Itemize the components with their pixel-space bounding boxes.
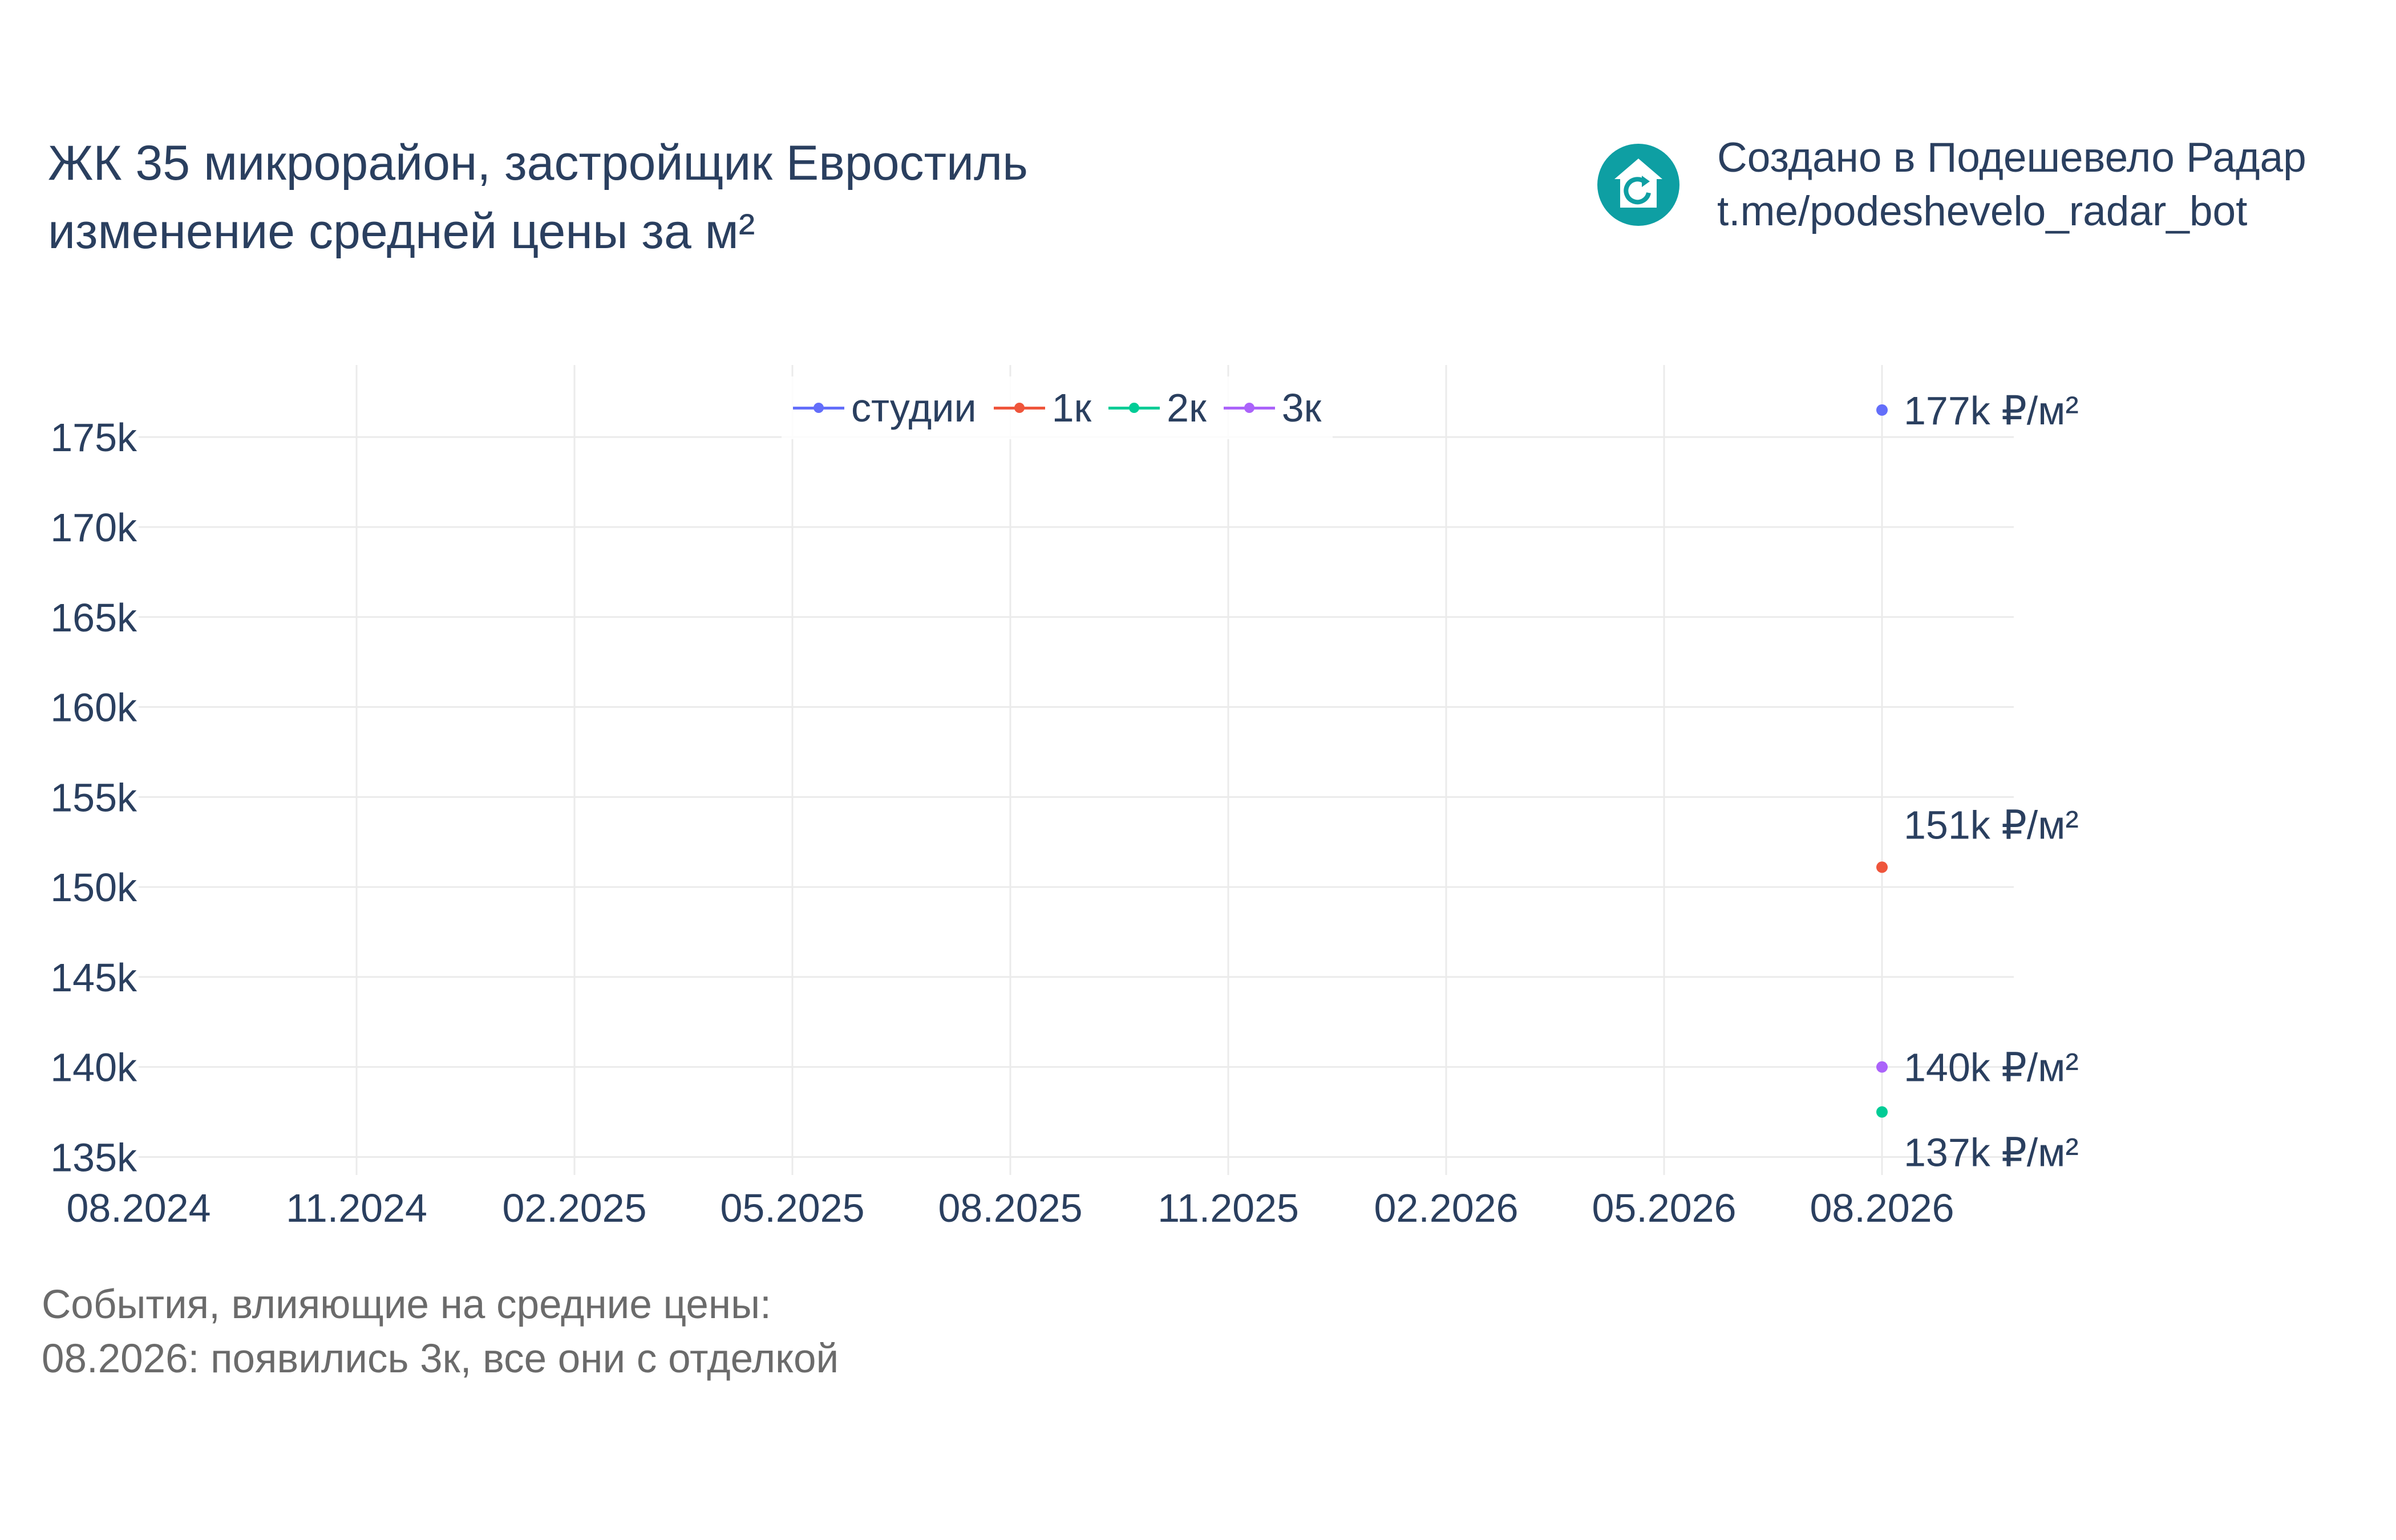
y-tick-label: 155k bbox=[50, 775, 137, 820]
legend-swatch bbox=[993, 399, 1045, 416]
legend-label: 2к bbox=[1167, 386, 1207, 430]
y-tick-label: 170k bbox=[50, 505, 137, 550]
legend-item[interactable]: 2к bbox=[1108, 385, 1207, 431]
legend-label: студии bbox=[851, 386, 977, 430]
y-tick-label: 150k bbox=[50, 865, 137, 910]
data-label-студии: 177k ₽/м² bbox=[1904, 388, 2079, 433]
chart-title-line-2: изменение средней цены за м² bbox=[48, 204, 755, 259]
y-tick-label: 160k bbox=[50, 686, 137, 730]
events-item: 08.2026: появились 3к, все они с отделко… bbox=[42, 1336, 839, 1381]
x-tick-label: 08.2025 bbox=[938, 1186, 1082, 1230]
x-tick-label: 11.2025 bbox=[1157, 1186, 1299, 1230]
watermark-text: Создано в Подешевело Радар t.me/podeshev… bbox=[1717, 131, 2306, 238]
data-point-3к[interactable] bbox=[1876, 1061, 1888, 1073]
chart-legend: студии 1к 2к 3к bbox=[782, 376, 1333, 439]
legend-item[interactable]: студии bbox=[793, 385, 977, 431]
events-heading: События, влияющие на средние цены: bbox=[42, 1282, 771, 1327]
y-tick-label: 135k bbox=[50, 1135, 137, 1180]
x-tick-label: 05.2026 bbox=[1592, 1186, 1736, 1230]
y-tick-label: 175k bbox=[50, 415, 137, 460]
events-notes: События, влияющие на средние цены: 08.20… bbox=[42, 1278, 839, 1386]
legend-swatch bbox=[1223, 399, 1275, 416]
x-tick-label: 08.2026 bbox=[1810, 1186, 1954, 1230]
watermark-line-1: Создано в Подешевело Радар bbox=[1717, 135, 2306, 181]
legend-item[interactable]: 3к bbox=[1223, 385, 1322, 431]
x-tick-label: 08.2024 bbox=[66, 1186, 211, 1230]
x-tick-label: 02.2025 bbox=[502, 1186, 646, 1230]
data-point-2к[interactable] bbox=[1876, 1106, 1888, 1118]
watermark-link[interactable]: t.me/podeshevelo_radar_bot bbox=[1717, 188, 2248, 234]
data-label-3к: 140k ₽/м² bbox=[1904, 1045, 2079, 1090]
legend-swatch bbox=[1108, 399, 1160, 416]
data-label-2к: 137k ₽/м² bbox=[1904, 1130, 2079, 1175]
house-refresh-icon bbox=[1597, 144, 1679, 226]
data-label-1к: 151k ₽/м² bbox=[1904, 803, 2079, 847]
y-tick-label: 140k bbox=[50, 1045, 137, 1090]
data-point-1к[interactable] bbox=[1876, 861, 1888, 873]
chart-title: ЖК 35 микрорайон, застройщик Евростиль и… bbox=[48, 129, 1028, 266]
chart-title-line-1: ЖК 35 микрорайон, застройщик Евростиль bbox=[48, 136, 1028, 191]
x-tick-label: 05.2025 bbox=[720, 1186, 864, 1230]
legend-item[interactable]: 1к bbox=[993, 385, 1092, 431]
data-point-студии[interactable] bbox=[1876, 404, 1888, 416]
y-tick-label: 165k bbox=[50, 595, 137, 640]
legend-label: 3к bbox=[1281, 386, 1322, 430]
legend-swatch bbox=[793, 399, 844, 416]
x-tick-label: 02.2026 bbox=[1374, 1186, 1518, 1230]
x-tick-label: 11.2024 bbox=[286, 1186, 427, 1230]
legend-label: 1к bbox=[1051, 386, 1092, 430]
y-tick-label: 145k bbox=[50, 955, 137, 1000]
